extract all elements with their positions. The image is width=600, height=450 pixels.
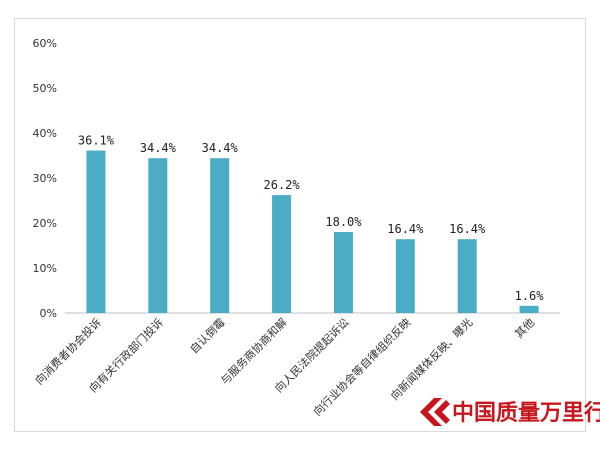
data-label: 34.4% [202, 141, 239, 155]
data-labels: 36.1% 34.4% 34.4% 26.2% 18.0% 16.4% 16.4% 1.6% [78, 134, 544, 303]
data-label: 18.0% [325, 215, 362, 229]
y-tick-label: 40% [33, 127, 57, 140]
data-label: 16.4% [449, 222, 486, 236]
category-label: 与服务商协商和解 [218, 315, 290, 387]
data-label: 34.4% [140, 141, 177, 155]
bar [86, 150, 106, 313]
y-tick-label: 50% [33, 82, 57, 95]
y-tick-label: 10% [33, 262, 57, 275]
bar [148, 158, 168, 313]
y-tick-label: 0% [40, 307, 57, 320]
data-label: 16.4% [387, 222, 424, 236]
y-tick-label: 20% [33, 217, 57, 230]
watermark: 中国质量万里行 [420, 398, 600, 426]
category-label: 向行业协会等自律组织反映 [310, 315, 413, 418]
data-label: 36.1% [78, 134, 115, 148]
bar [457, 239, 477, 313]
y-tick-label: 60% [33, 37, 57, 50]
bar [272, 195, 292, 313]
category-label: 向消费者协会投诉 [32, 315, 104, 387]
chart-frame [14, 18, 586, 432]
y-axis: 0% 10% 20% 30% 40% 50% 60% [33, 37, 57, 320]
watermark-logo-icon [420, 398, 450, 426]
bar [395, 239, 415, 313]
y-tick-label: 30% [33, 172, 57, 185]
bar [210, 158, 230, 313]
bar [519, 305, 539, 313]
bar-series [86, 150, 539, 313]
bar [333, 232, 353, 313]
category-label: 其他 [512, 316, 537, 341]
data-label: 26.2% [264, 178, 301, 192]
data-label: 1.6% [515, 289, 545, 303]
watermark-text: 中国质量万里行 [452, 400, 600, 426]
category-label: 自认倒霉 [188, 316, 228, 356]
